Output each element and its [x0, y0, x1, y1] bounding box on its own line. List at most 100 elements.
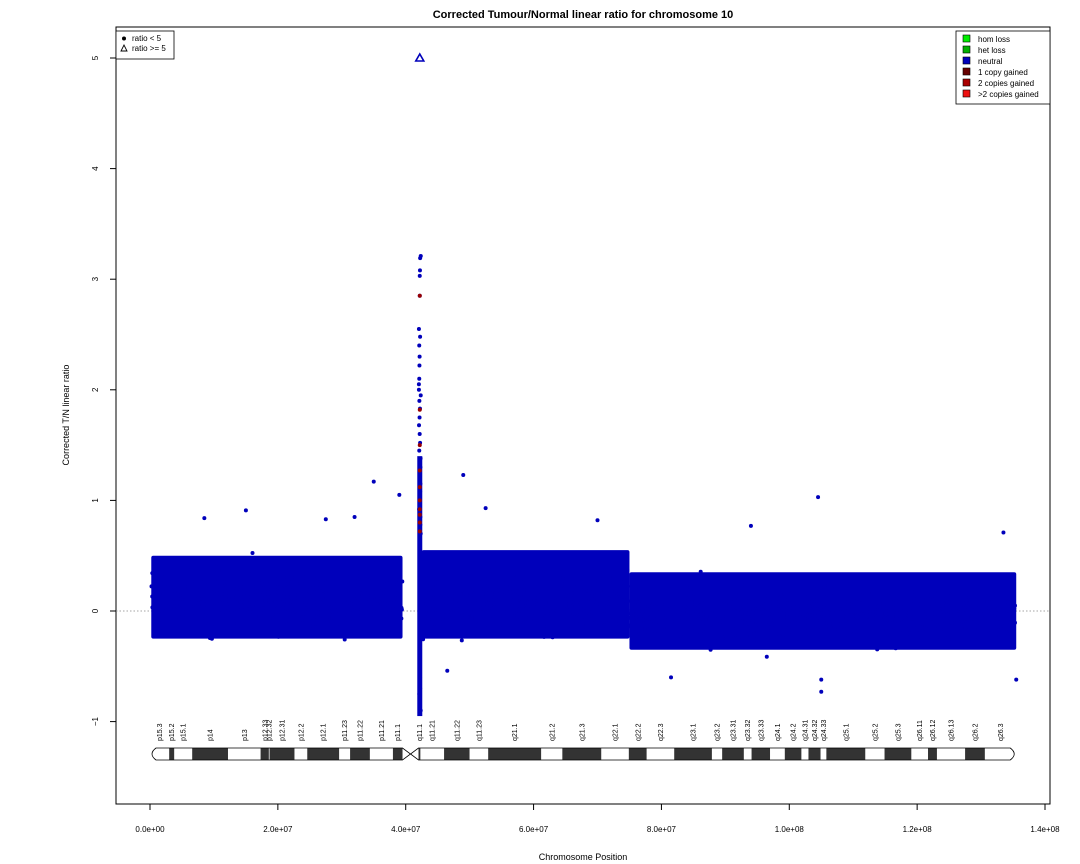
data-point	[591, 575, 596, 580]
data-point	[807, 614, 812, 619]
data-point	[895, 599, 900, 604]
data-point	[625, 607, 630, 612]
data-point	[558, 590, 563, 595]
data-point	[364, 612, 369, 617]
data-point	[720, 627, 725, 632]
data-point	[418, 481, 423, 486]
data-point	[213, 588, 218, 593]
data-point	[482, 575, 487, 580]
data-point	[926, 615, 931, 619]
data-point	[592, 565, 597, 570]
data-point	[546, 583, 551, 588]
data-point	[962, 616, 967, 621]
data-point	[249, 595, 254, 599]
data-point	[698, 605, 702, 610]
data-point	[840, 614, 845, 618]
data-point	[938, 615, 942, 620]
data-point	[934, 623, 939, 628]
data-point	[318, 579, 323, 584]
x-tick-label: 6.0e+07	[519, 825, 549, 834]
data-point	[649, 616, 654, 621]
data-point	[619, 586, 623, 591]
data-point	[352, 602, 357, 607]
data-point	[299, 594, 304, 599]
data-point	[329, 619, 334, 624]
data-point	[442, 574, 447, 579]
data-point	[848, 598, 853, 603]
data-point	[438, 617, 442, 622]
data-point	[383, 615, 387, 619]
data-point	[456, 577, 460, 582]
data-point	[346, 604, 351, 609]
data-point	[281, 575, 286, 580]
data-point	[844, 605, 849, 610]
data-point	[901, 597, 906, 602]
data-point	[633, 608, 638, 613]
ideogram-band-label: q11.22	[454, 720, 461, 741]
data-point	[216, 578, 221, 582]
ideogram-band	[418, 748, 421, 760]
data-point	[327, 589, 332, 594]
ideogram-band-label: p12.2	[298, 723, 305, 741]
ideogram-band-label: q26.13	[949, 719, 956, 741]
data-point	[658, 629, 663, 634]
plot-frame	[115, 26, 1051, 805]
data-point	[617, 583, 622, 588]
data-point	[207, 609, 212, 614]
data-point	[930, 637, 935, 642]
data-point	[239, 618, 243, 622]
data-point	[239, 602, 244, 607]
data-point	[160, 581, 165, 586]
data-point	[1000, 603, 1004, 608]
data-point	[533, 621, 538, 625]
ideogram-band	[711, 748, 723, 760]
data-point	[745, 628, 750, 633]
data-point	[533, 585, 538, 590]
data-point	[221, 580, 226, 585]
data-point	[344, 586, 348, 591]
data-point	[739, 615, 744, 620]
data-point	[319, 613, 324, 618]
data-point	[695, 610, 700, 615]
data-point	[820, 617, 825, 622]
data-point	[314, 586, 319, 590]
data-point	[289, 588, 294, 593]
data-point	[293, 608, 298, 613]
data-point	[842, 619, 847, 624]
ideogram-q-arm-outline	[409, 747, 1015, 761]
data-point	[431, 602, 436, 607]
data-point	[242, 608, 247, 613]
data-point	[690, 590, 695, 595]
color-legend-label: neutral	[978, 57, 1003, 66]
data-point	[940, 593, 945, 598]
ideogram-band-label: p15.2	[169, 723, 176, 741]
data-point	[426, 617, 431, 622]
data-point	[582, 586, 587, 591]
data-point	[237, 627, 242, 632]
data-point	[317, 610, 322, 615]
data-point	[1003, 620, 1008, 625]
data-point	[804, 624, 809, 629]
data-point	[531, 598, 536, 603]
data-point	[289, 580, 294, 585]
data-point	[729, 608, 734, 613]
data-point	[717, 621, 722, 626]
data-point	[750, 605, 755, 610]
gained-data-point	[417, 529, 422, 534]
data-point	[293, 615, 297, 620]
data-point	[292, 588, 297, 593]
data-point	[702, 626, 707, 631]
data-point	[430, 584, 435, 588]
data-point	[150, 571, 155, 576]
data-point	[417, 415, 422, 420]
data-point	[284, 558, 289, 563]
data-point	[514, 615, 519, 620]
data-point	[894, 614, 899, 619]
data-point	[354, 583, 359, 588]
data-point	[325, 606, 330, 611]
data-point	[561, 582, 566, 587]
data-point	[812, 620, 817, 625]
data-point	[284, 606, 289, 611]
data-point	[506, 590, 511, 595]
data-point	[832, 625, 837, 629]
